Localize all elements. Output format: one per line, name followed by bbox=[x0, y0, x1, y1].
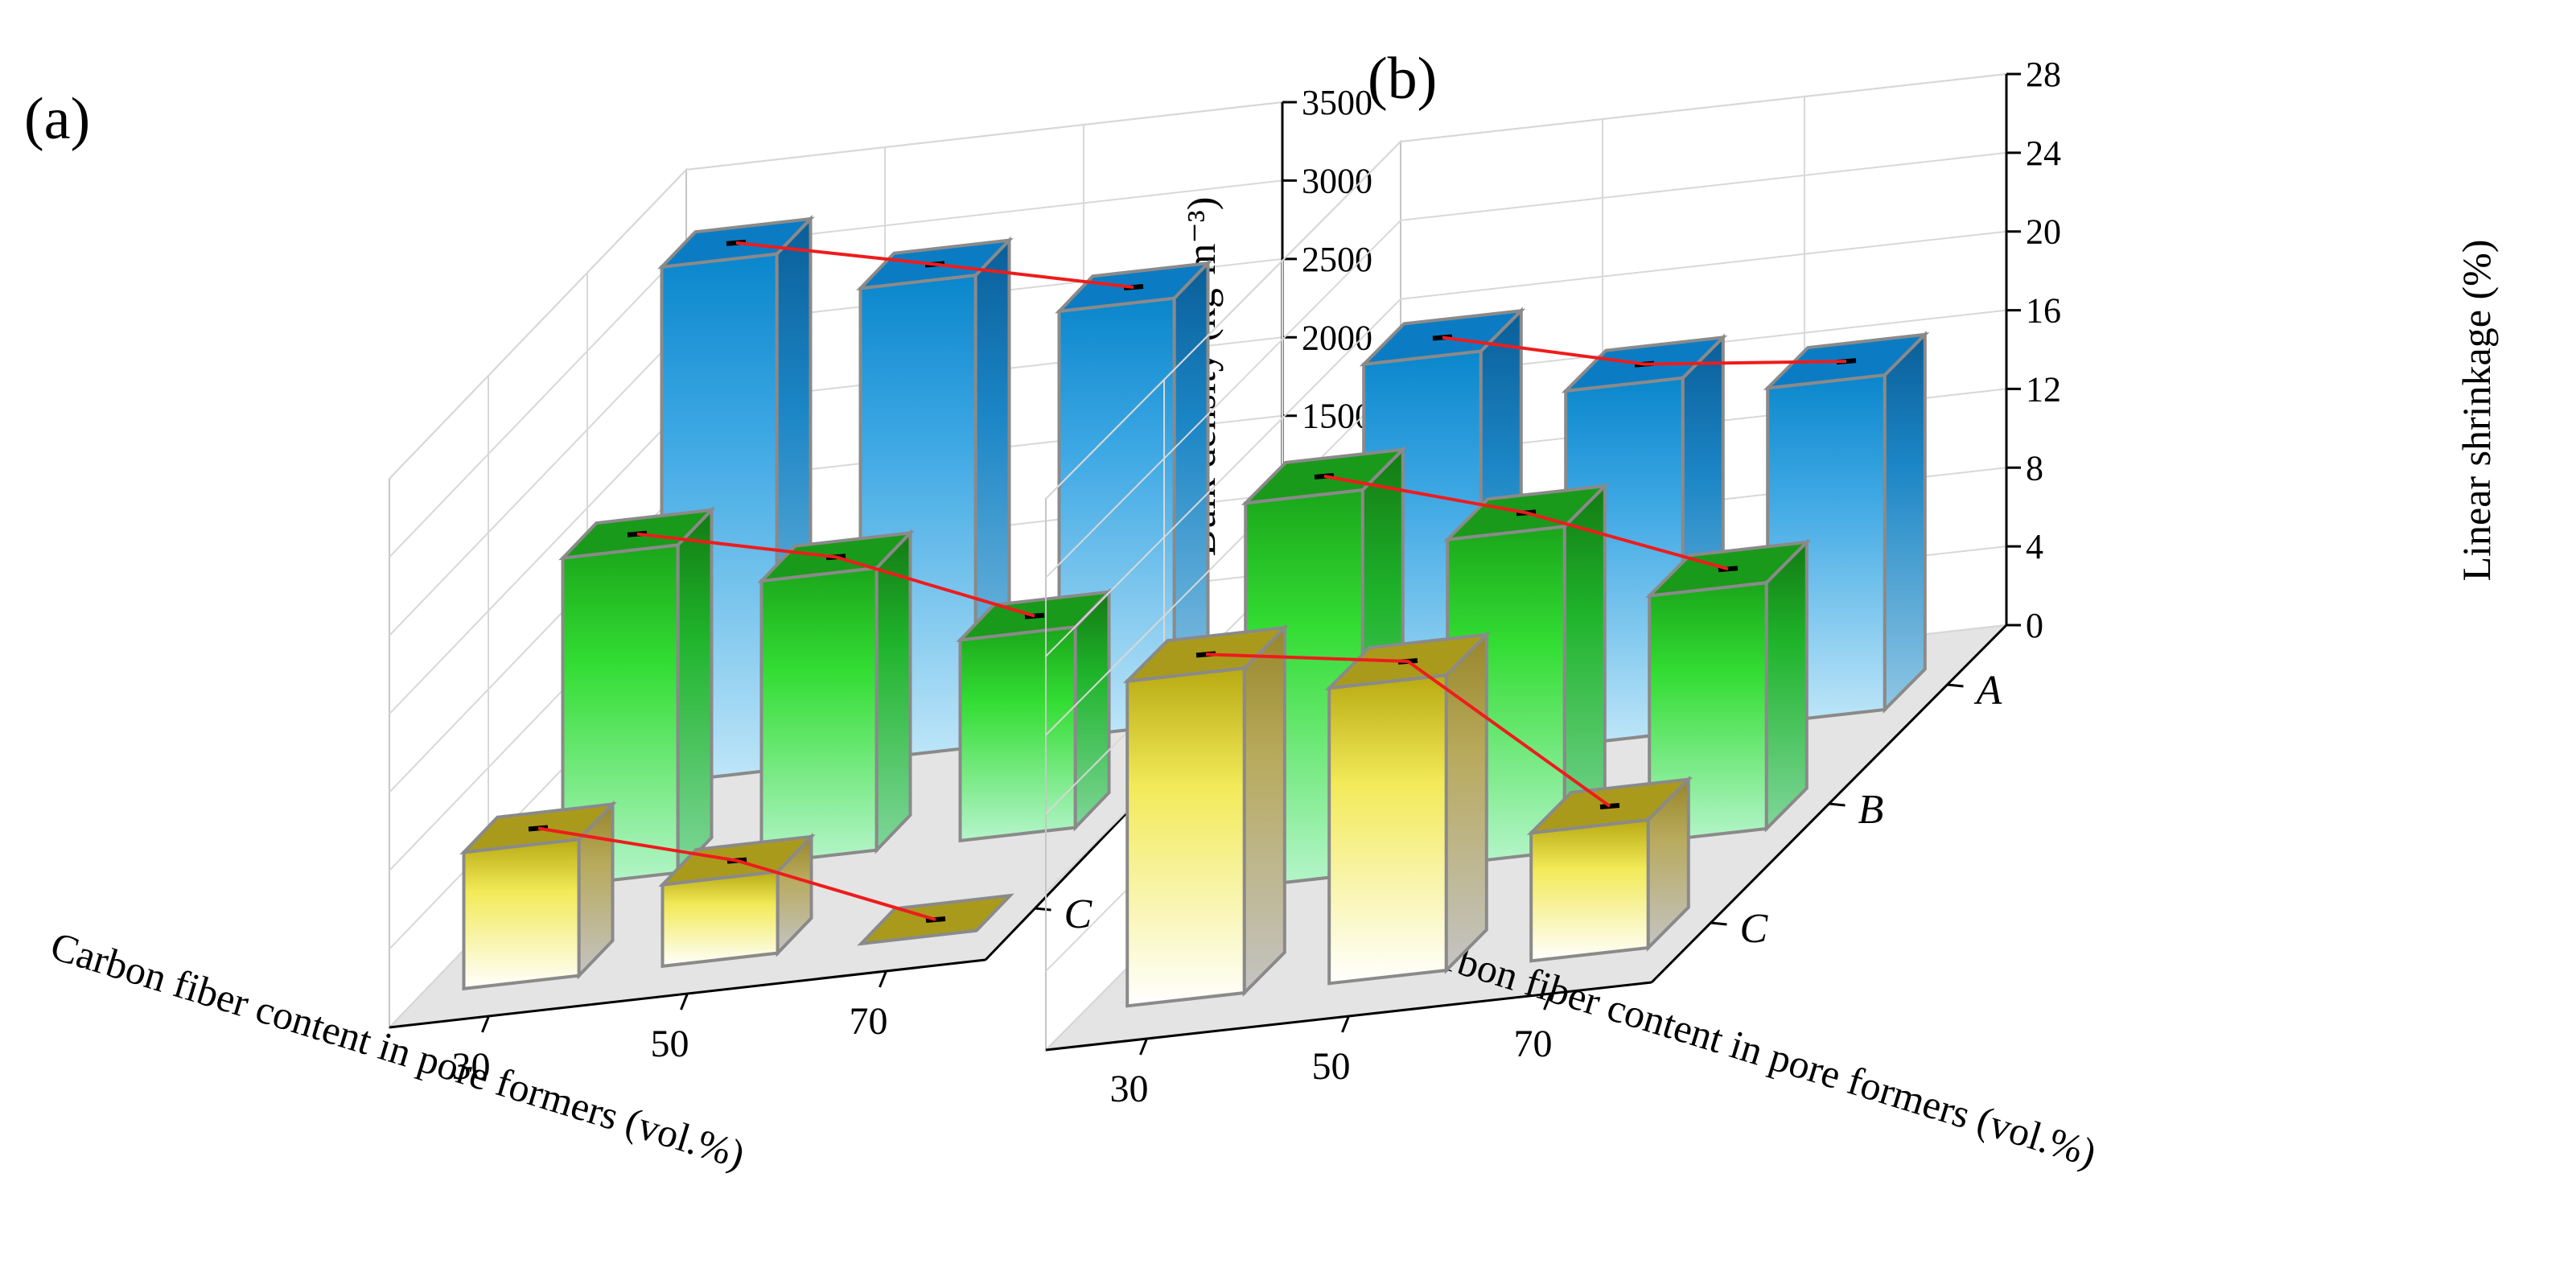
y-tick-mark bbox=[1829, 802, 1846, 807]
x-tick-mark bbox=[1543, 993, 1552, 1011]
bar-C-70 bbox=[1526, 775, 1693, 963]
x-tick-label: 70 bbox=[1514, 1023, 1553, 1065]
bar-side-face bbox=[1764, 538, 1809, 833]
y-tick-mark bbox=[1947, 683, 1964, 688]
x-tick-label: 50 bbox=[651, 1023, 689, 1065]
z-tick-label: 1500 bbox=[1302, 397, 1372, 436]
series-label-B: B bbox=[1858, 787, 1884, 833]
x-axis-title: Carbon fiber content in pore formers (vo… bbox=[1397, 921, 2101, 1175]
bar-series-C bbox=[459, 800, 1014, 991]
x-tick-label: 50 bbox=[1312, 1045, 1351, 1088]
z-tick-label: 8 bbox=[2026, 448, 2043, 488]
x-tick-label: 30 bbox=[452, 1045, 491, 1088]
bar-side-face bbox=[1883, 330, 1927, 714]
series-label-C: C bbox=[1740, 906, 1769, 952]
bar-B-70 bbox=[1644, 538, 1812, 844]
x-tick-mark bbox=[481, 1015, 490, 1033]
trend-line-A bbox=[1442, 335, 1847, 366]
panel-a-bulk-density-chart: (a)0500100015002000250030003500Bulk dens… bbox=[24, 83, 1372, 1177]
bar-B-70 bbox=[956, 587, 1113, 843]
trend-line-C bbox=[537, 826, 936, 921]
bar-side-face bbox=[874, 529, 912, 854]
z-tick-label: 28 bbox=[2026, 55, 2061, 94]
bar-C-50 bbox=[1324, 630, 1492, 986]
bar-side-face bbox=[1242, 624, 1286, 997]
bar-A-70 bbox=[1763, 330, 1930, 725]
x-tick-label: 70 bbox=[850, 1000, 888, 1043]
z-tick-label: 4 bbox=[2026, 527, 2043, 566]
bar-front-face bbox=[958, 624, 1077, 843]
trend-line-A bbox=[735, 241, 1134, 289]
bar-B-30 bbox=[558, 505, 716, 888]
bar-C-30 bbox=[1122, 624, 1290, 1008]
panel-b-linear-shrinkage-chart: (b) 0 4 8 12 16 20 24 28 Linear shrinkage (%) A B C 3… bbox=[1043, 46, 2499, 1175]
z-tick-label: 20 bbox=[2026, 212, 2061, 252]
bar-front-face bbox=[1529, 817, 1650, 963]
z-tick-label: 16 bbox=[2026, 291, 2061, 331]
z-tick-label: 2000 bbox=[1302, 318, 1372, 357]
z-axis-title: Linear shrinkage (%) bbox=[2454, 240, 2499, 582]
series-label-A: A bbox=[1974, 668, 2002, 714]
y-tick-mark bbox=[1035, 907, 1051, 912]
x-tick-mark bbox=[680, 993, 689, 1011]
bar-front-face bbox=[462, 837, 581, 991]
bar-side-face bbox=[1073, 587, 1111, 832]
bar-front-face bbox=[1125, 666, 1246, 1008]
z-tick-label: 24 bbox=[2026, 134, 2061, 173]
series-label-C: C bbox=[1064, 891, 1093, 937]
z-tick-label: 3500 bbox=[1302, 83, 1372, 122]
z-tick-label: 0 bbox=[2026, 606, 2043, 645]
bar-C-30 bbox=[459, 800, 617, 991]
bar-front-face bbox=[1327, 673, 1448, 986]
z-axis: 0 4 8 12 16 20 24 28 Linear shrinkage (%) bbox=[2005, 55, 2499, 645]
panel-label: (a) bbox=[24, 86, 90, 152]
trend-line-B bbox=[636, 532, 1035, 618]
bar-series-C bbox=[1122, 624, 1693, 1008]
y-axis-line bbox=[1650, 624, 2008, 984]
bar-side-face bbox=[1444, 630, 1488, 974]
x-tick-mark bbox=[879, 970, 887, 988]
bar-front-face bbox=[759, 566, 879, 866]
z-tick-label: 2500 bbox=[1302, 240, 1372, 279]
x-tick-mark bbox=[1341, 1015, 1350, 1033]
bar-side-face bbox=[676, 505, 714, 877]
panel-label: (b) bbox=[1368, 46, 1437, 112]
x-tick-mark bbox=[1139, 1038, 1148, 1056]
z-tick-label: 12 bbox=[2026, 369, 2061, 409]
trend-line-B bbox=[1323, 474, 1729, 571]
bar-B-50 bbox=[757, 529, 915, 866]
bar-series-B bbox=[558, 505, 1113, 888]
y-tick-mark bbox=[1710, 921, 1727, 926]
bar-front-face bbox=[660, 870, 780, 969]
trend-line-C bbox=[1205, 652, 1611, 808]
x-tick-label: 30 bbox=[1110, 1068, 1149, 1110]
